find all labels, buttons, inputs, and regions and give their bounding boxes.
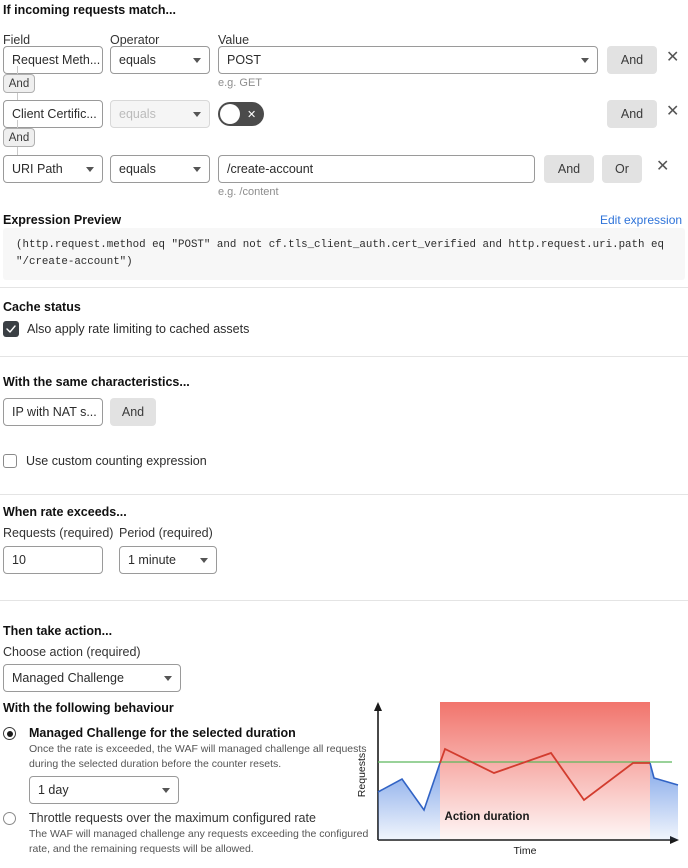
svg-text:Requests: Requests [356,753,368,797]
svg-text:Time: Time [514,845,537,857]
svg-text:Action duration: Action duration [445,811,530,823]
